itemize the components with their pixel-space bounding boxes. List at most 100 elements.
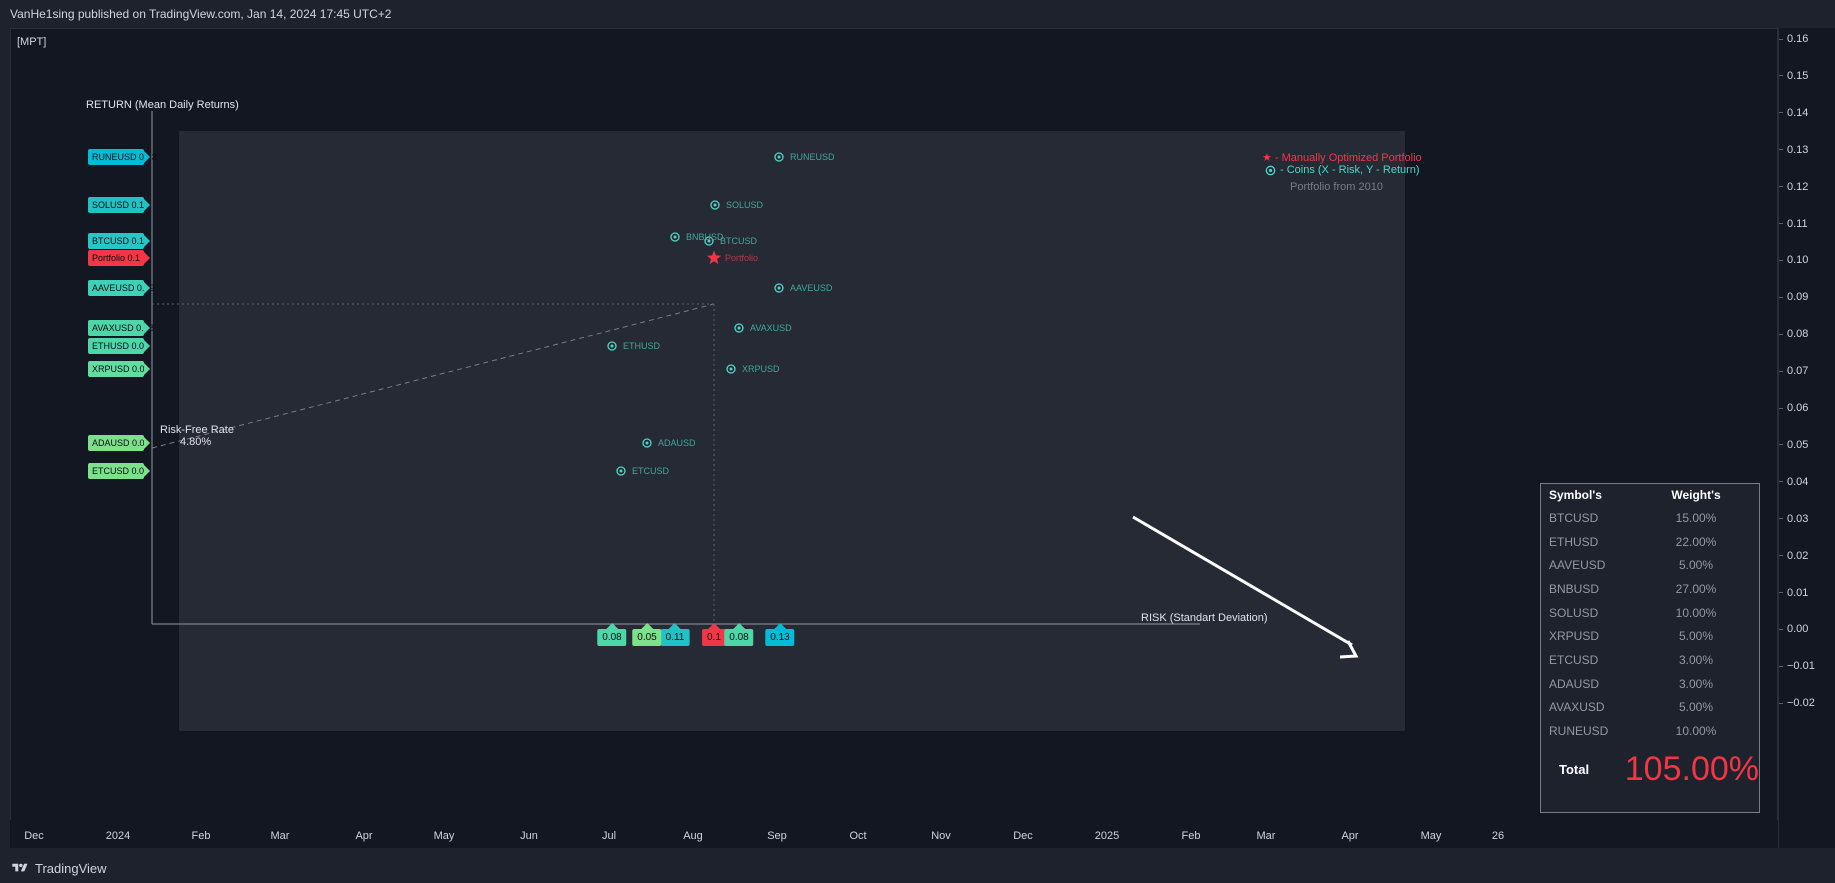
indicator-name[interactable]: [MPT]: [17, 36, 47, 48]
return-axis-label: SOLUSD 0.11: [88, 197, 148, 213]
point-name-label: ETHUSD: [623, 341, 661, 351]
row-weight: 3.00%: [1678, 652, 1714, 667]
row-weight: 10.00%: [1675, 605, 1717, 620]
return-axis-label: Portfolio 0.1: [88, 250, 144, 266]
table-row: AVAXUSD 5.00%: [1541, 696, 1759, 720]
return-axis-label: ETHUSD 0.08: [88, 338, 149, 354]
price-axis-tick: 0.02: [1779, 550, 1808, 562]
total-label: Total: [1559, 762, 1590, 778]
point-name-label: AAVEUSD: [790, 283, 833, 293]
legend-coins-label: - Coins (X - Risk, Y - Return): [1280, 164, 1420, 176]
time-axis-tick: Dec: [1013, 830, 1033, 842]
point-name-label: RUNEUSD: [790, 152, 835, 162]
row-symbol: AAVEUSD: [1549, 558, 1606, 573]
return-axis-label: ETCUSD 0.04: [88, 463, 149, 479]
price-axis-tick: 0.14: [1779, 107, 1808, 119]
price-axis-tick: 0.00: [1779, 623, 1808, 635]
tradingview-logo-icon[interactable]: [10, 862, 30, 874]
price-axis-tick: −0.02: [1779, 697, 1815, 709]
price-axis-tick: 0.01: [1779, 587, 1808, 599]
time-axis[interactable]: Dec 2024 Feb Mar Apr May Jun Jul Aug Sep Oct Nov Dec…: [10, 820, 1778, 848]
risk-free-label: Risk-Free Rate: [160, 424, 234, 436]
time-axis-tick: Nov: [931, 830, 951, 842]
table-body: BTCUSD 15.00% ETHUSD 22.00% AAVEUSD 5.00% BNBU…: [1541, 506, 1759, 743]
price-axis-tick: 0.07: [1779, 365, 1808, 377]
price-axis-tick: 0.05: [1779, 439, 1808, 451]
price-axis-tick: 0.11: [1779, 218, 1808, 230]
point-name-label: BNBUSD: [686, 232, 724, 242]
y-axis-title: RETURN (Mean Daily Returns): [86, 99, 239, 111]
legend-note: Portfolio from 2010: [1290, 181, 1383, 193]
chart-pane[interactable]: [MPT]: [10, 28, 1778, 848]
risk-axis-label: 0.05: [632, 629, 662, 646]
time-axis-tick: Aug: [683, 830, 703, 842]
price-axis-tick: 0.13: [1779, 144, 1808, 156]
row-symbol: BNBUSD: [1549, 581, 1600, 596]
time-axis-tick: May: [433, 830, 455, 842]
row-symbol: ETCUSD: [1549, 652, 1599, 667]
point-name-label: BTCUSD: [720, 236, 758, 246]
risk-axis-label: 0.1: [702, 629, 726, 646]
total-value: 105.00%: [1624, 750, 1759, 789]
row-symbol: ETHUSD: [1549, 534, 1599, 549]
price-axis-tick: −0.01: [1779, 660, 1815, 672]
row-weight: 3.00%: [1678, 676, 1714, 691]
time-axis-tick: Mar: [270, 830, 290, 842]
row-weight: 5.00%: [1678, 558, 1714, 573]
footer-brand[interactable]: TradingView: [35, 860, 107, 876]
time-axis-tick: 2025: [1094, 830, 1120, 842]
time-axis-tick: Apr: [355, 830, 373, 842]
row-weight: 5.00%: [1678, 629, 1714, 644]
time-axis-tick: Mar: [1256, 830, 1276, 842]
time-axis-tick: 2024: [105, 830, 131, 842]
table-row: AAVEUSD 5.00%: [1541, 553, 1759, 577]
price-axis-tick: 0.10: [1779, 254, 1808, 266]
return-axis-label: ADAUSD 0.05: [88, 435, 150, 451]
row-weight: 15.00%: [1675, 510, 1717, 525]
price-axis-tick: 0.08: [1779, 328, 1808, 340]
time-axis-tick: Jun: [520, 830, 538, 842]
price-axis-tick: 0.12: [1779, 181, 1808, 193]
row-symbol: XRPUSD: [1549, 629, 1600, 644]
time-axis-tick: Feb: [191, 830, 211, 842]
time-axis-tick: Oct: [849, 830, 867, 842]
risk-axis-label: 0.08: [597, 629, 627, 646]
legend-coins: - Coins (X - Risk, Y - Return): [1265, 164, 1420, 176]
time-axis-tick: Dec: [24, 830, 44, 842]
point-name-label: AVAXUSD: [750, 323, 792, 333]
return-axis-label: RUNEUSD 0.13: [88, 149, 157, 165]
risk-axis-label: 0.11: [660, 629, 690, 646]
row-weight: 27.00%: [1675, 581, 1717, 596]
time-axis-tick: 26: [1491, 830, 1505, 842]
table-row: BTCUSD 15.00%: [1541, 506, 1759, 530]
time-axis-tick: Feb: [1181, 830, 1201, 842]
table-total-row: Total 105.00%: [1541, 743, 1759, 797]
price-axis-tick: 0.04: [1779, 476, 1808, 488]
point-name-label: Portfolio: [725, 253, 759, 263]
risk-axis-label: 0.13: [765, 629, 795, 646]
time-axis-tick: Sep: [767, 830, 787, 842]
return-axis-label: AVAXUSD 0.08: [88, 320, 154, 336]
footer: TradingView: [0, 853, 1835, 883]
table-row: RUNEUSD 10.00%: [1541, 719, 1759, 743]
row-symbol: SOLUSD: [1549, 605, 1599, 620]
price-axis-tick: 0.06: [1779, 402, 1808, 414]
table-row: XRPUSD 5.00%: [1541, 624, 1759, 648]
price-axis[interactable]: 0.16 0.15 0.14 0.13 0.12 0.11 0.10 0.09 0.08 0.07…: [1778, 28, 1835, 848]
row-symbol: RUNEUSD: [1549, 724, 1609, 739]
row-symbol: AVAXUSD: [1549, 700, 1605, 715]
header-symbol: Symbol's: [1549, 488, 1602, 502]
return-axis-label: XRPUSD 0.07: [88, 361, 150, 377]
risk-free-value: 4.80%: [180, 436, 212, 448]
table-row: ADAUSD 3.00%: [1541, 672, 1759, 696]
risk-axis-label: 0.08: [724, 629, 754, 646]
time-axis-tick: Apr: [1341, 830, 1359, 842]
price-axis-tick: 0.16: [1779, 33, 1808, 45]
legend-portfolio: ★ - Manually Optimized Portfolio: [1262, 152, 1422, 164]
table-row: ETHUSD 22.00%: [1541, 530, 1759, 554]
row-weight: 22.00%: [1675, 534, 1717, 549]
row-symbol: BTCUSD: [1549, 510, 1599, 525]
header-weight: Weight's: [1671, 488, 1721, 502]
price-axis-tick: 0.09: [1779, 291, 1808, 303]
